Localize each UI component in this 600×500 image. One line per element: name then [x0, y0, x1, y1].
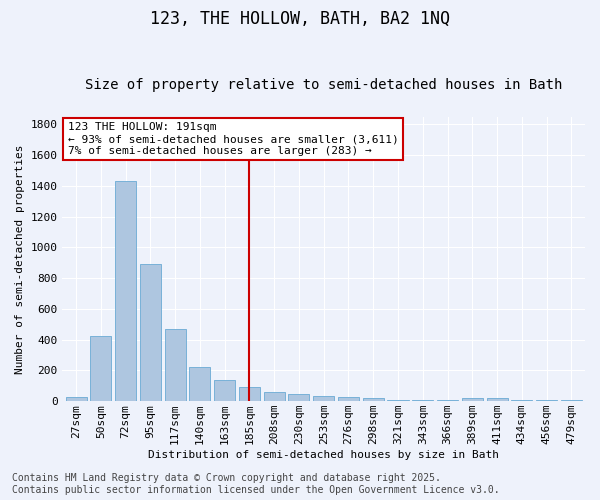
Bar	[239, 386, 260, 401]
Bar	[412, 400, 433, 401]
Bar	[115, 180, 136, 401]
Title: Size of property relative to semi-detached houses in Bath: Size of property relative to semi-detach…	[85, 78, 562, 92]
X-axis label: Distribution of semi-detached houses by size in Bath: Distribution of semi-detached houses by …	[148, 450, 499, 460]
Bar	[313, 396, 334, 401]
Text: 123 THE HOLLOW: 191sqm
← 93% of semi-detached houses are smaller (3,611)
7% of s: 123 THE HOLLOW: 191sqm ← 93% of semi-det…	[68, 122, 398, 156]
Bar	[462, 398, 483, 401]
Bar	[363, 398, 384, 401]
Bar	[190, 367, 211, 401]
Bar	[289, 394, 310, 401]
Bar	[511, 400, 532, 401]
Bar	[90, 336, 112, 401]
Bar	[536, 400, 557, 401]
Text: Contains HM Land Registry data © Crown copyright and database right 2025.
Contai: Contains HM Land Registry data © Crown c…	[12, 474, 500, 495]
Bar	[437, 400, 458, 401]
Bar	[338, 398, 359, 401]
Bar	[214, 380, 235, 401]
Text: 123, THE HOLLOW, BATH, BA2 1NQ: 123, THE HOLLOW, BATH, BA2 1NQ	[150, 10, 450, 28]
Bar	[140, 264, 161, 401]
Bar	[263, 392, 285, 401]
Bar	[65, 397, 86, 401]
Bar	[561, 400, 582, 401]
Bar	[164, 329, 185, 401]
Bar	[388, 400, 409, 401]
Bar	[487, 398, 508, 401]
Y-axis label: Number of semi-detached properties: Number of semi-detached properties	[15, 144, 25, 374]
